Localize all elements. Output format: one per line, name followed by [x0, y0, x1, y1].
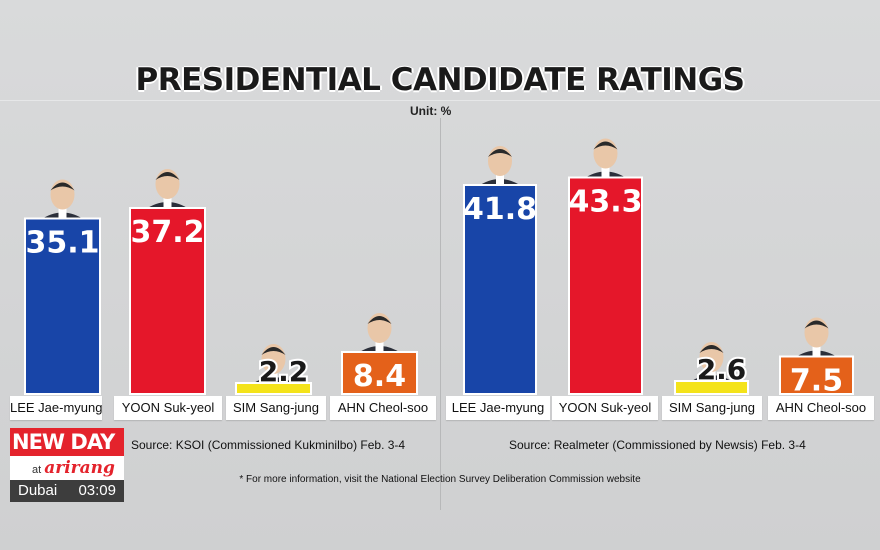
category-label: SIM Sang-jung	[226, 396, 326, 420]
candidate-photo	[144, 169, 191, 210]
chart-title: PRESIDENTIAL CANDIDATE RATINGS	[135, 62, 745, 98]
bar	[235, 382, 312, 395]
source-right: Source: Realmeter (Commissioned by Newsi…	[509, 438, 806, 452]
category-label: YOON Suk-yeol	[114, 396, 222, 420]
bar	[779, 355, 854, 395]
bar	[463, 184, 537, 395]
header-rule	[0, 100, 880, 101]
panel-divider	[440, 118, 441, 510]
logo-title: NEW DAY	[10, 428, 124, 456]
logo-brand: at arirang	[10, 456, 124, 480]
bar-value-label: 8.4	[353, 359, 406, 394]
bar-value-label: 7.5	[790, 364, 843, 399]
bar	[24, 217, 101, 395]
logo-at: at	[32, 464, 42, 476]
candidate-photo	[477, 146, 523, 187]
bar	[129, 207, 206, 395]
candidate-photo	[793, 317, 840, 359]
bar	[568, 176, 643, 395]
bar-value-label: 35.1	[25, 226, 99, 261]
bar	[341, 351, 418, 395]
logo-city: Dubai	[18, 482, 58, 499]
newsday-logo: NEW DAY at arirang Dubai 03:09	[10, 428, 124, 502]
footnote: * For more information, visit the Nation…	[239, 474, 641, 485]
logo-arirang: arirang	[44, 458, 115, 478]
bar-value-label: 37.2	[130, 215, 204, 250]
category-label: AHN Cheol-soo	[768, 396, 874, 420]
bar-value-label: 41.8	[463, 192, 537, 227]
logo-day: DAY	[70, 430, 115, 454]
category-label: YOON Suk-yeol	[552, 396, 658, 420]
logo-new: NEW	[12, 430, 65, 454]
category-label: LEE Jae-myung	[446, 396, 550, 420]
bar-value-label: 2.2	[259, 355, 309, 388]
bar-value-label: 43.3	[568, 185, 642, 220]
logo-clock: Dubai 03:09	[10, 480, 124, 502]
category-label: AHN Cheol-soo	[330, 396, 436, 420]
category-label: SIM Sang-jung	[662, 396, 762, 420]
candidate-photo	[582, 138, 629, 180]
source-left: Source: KSOI (Commissioned Kukminilbo) F…	[131, 438, 406, 452]
candidate-photo	[356, 313, 403, 354]
category-label: LEE Jae-myung	[10, 396, 103, 420]
bar-value-label: 2.6	[697, 353, 747, 386]
logo-time: 03:09	[78, 482, 116, 499]
unit-label: Unit: %	[410, 104, 452, 118]
candidate-photo	[39, 179, 86, 221]
bar	[674, 380, 749, 395]
